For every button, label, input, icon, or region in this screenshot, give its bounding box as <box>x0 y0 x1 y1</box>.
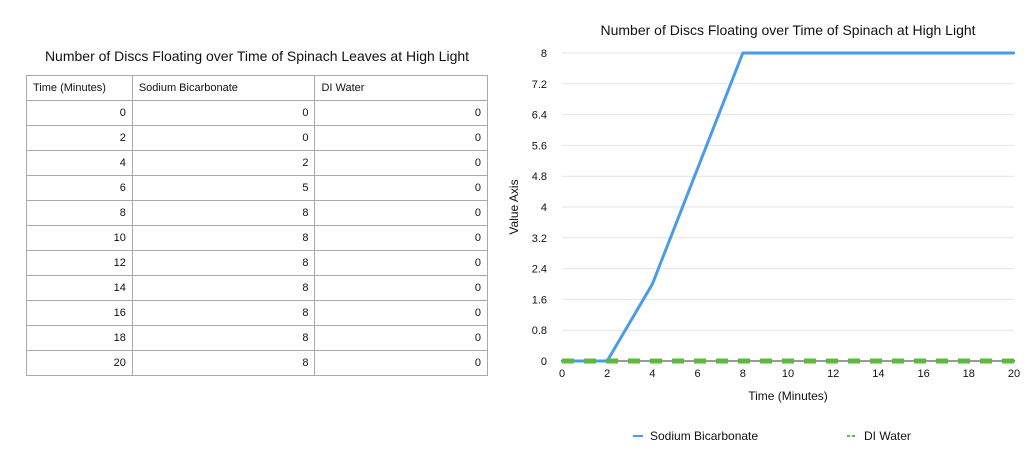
table-row: 20 8 0 <box>26 350 488 376</box>
y-tick-label: 0.8 <box>532 325 547 337</box>
table-cell: 5 <box>131 175 316 201</box>
table-cell: 16 <box>26 300 133 326</box>
data-point <box>786 359 790 363</box>
x-axis-label: Time (Minutes) <box>748 389 828 403</box>
x-tick-label: 18 <box>963 368 975 380</box>
table-cell: 8 <box>131 300 316 326</box>
table-row: 12 8 0 <box>26 250 488 276</box>
table-cell: 0 <box>131 100 316 126</box>
x-tick-label: 6 <box>695 368 701 380</box>
table-cell: 0 <box>314 300 488 326</box>
data-point <box>560 359 564 363</box>
table-cell: 0 <box>314 150 488 176</box>
table-cell: 0 <box>314 100 488 126</box>
data-point <box>922 51 925 55</box>
table-cell: 0 <box>314 275 488 301</box>
table-cell: 8 <box>131 200 316 226</box>
x-tick-label: 16 <box>917 368 929 380</box>
table-cell: 8 <box>131 225 316 251</box>
x-tick-label: 2 <box>604 368 610 380</box>
y-tick-label: 2.4 <box>532 264 547 276</box>
x-tick-label: 14 <box>872 368 884 380</box>
table-cell: 18 <box>26 325 133 351</box>
data-point <box>922 359 925 363</box>
table-cell: 12 <box>26 250 133 276</box>
table-cell: 0 <box>314 250 488 276</box>
table-row: 18 8 0 <box>26 325 488 351</box>
data-point <box>1012 359 1016 363</box>
table-cell: 0 <box>314 200 488 226</box>
table-cell: 6 <box>26 175 133 201</box>
table-cell: 0 <box>26 100 133 126</box>
table-cell: 14 <box>26 275 133 301</box>
x-tick-label: 4 <box>649 368 655 380</box>
data-point <box>696 359 699 363</box>
y-tick-label: 1.6 <box>532 294 547 306</box>
y-tick-label: 4 <box>541 202 547 214</box>
data-table: Time (Minutes) Sodium Bicarbonate DI Wat… <box>26 75 488 376</box>
y-axis-label: Value Axis <box>507 179 521 234</box>
data-point <box>967 51 970 55</box>
x-tick-label: 10 <box>782 368 794 380</box>
table-cell: 20 <box>26 350 133 376</box>
data-point <box>696 167 699 170</box>
table-cell: 0 <box>314 350 488 376</box>
x-tick-label: 0 <box>559 368 565 380</box>
data-point <box>877 51 880 55</box>
line-chart: Number of Discs Floating over Time of Sp… <box>507 22 1020 443</box>
legend-label: DI Water <box>864 429 911 443</box>
y-tick-label: 3.2 <box>532 233 547 245</box>
data-point <box>832 51 835 55</box>
table-row: 14 8 0 <box>26 275 488 301</box>
table-cell: 2 <box>131 150 316 176</box>
data-point <box>741 51 744 55</box>
x-tick-label: 12 <box>827 368 839 380</box>
y-tick-label: 8 <box>541 48 547 60</box>
table-row: 10 8 0 <box>26 225 488 251</box>
table-title: Number of Discs Floating over Time of Sp… <box>44 48 470 64</box>
legend-label: Sodium Bicarbonate <box>650 429 758 443</box>
chart-title: Number of Discs Floating over Time of Sp… <box>600 22 975 38</box>
table-cell: 0 <box>314 325 488 351</box>
y-tick-label: 4.8 <box>532 171 547 183</box>
x-tick-label: 20 <box>1008 368 1020 380</box>
table-cell: 8 <box>131 275 316 301</box>
table-header-row: Time (Minutes) Sodium Bicarbonate DI Wat… <box>26 75 488 101</box>
table-cell: 8 <box>26 200 133 226</box>
data-point <box>967 359 970 363</box>
table-header-sodium-bicarbonate: Sodium Bicarbonate <box>131 75 316 101</box>
data-point <box>1012 51 1016 55</box>
table-cell: 10 <box>26 225 133 251</box>
table-row: 16 8 0 <box>26 300 488 326</box>
table-cell: 0 <box>314 175 488 201</box>
data-point <box>741 359 744 363</box>
data-point <box>877 359 880 363</box>
table-cell: 8 <box>131 325 316 351</box>
y-tick-label: 6.4 <box>532 110 547 122</box>
table-cell: 8 <box>131 350 316 376</box>
y-tick-label: 5.6 <box>532 140 547 152</box>
x-tick-label: 8 <box>740 368 746 380</box>
data-point <box>786 51 790 55</box>
table-cell: 8 <box>131 250 316 276</box>
data-point <box>651 282 654 286</box>
table-cell: 0 <box>314 125 488 151</box>
table-cell: 0 <box>131 125 316 151</box>
y-tick-label: 7.2 <box>532 79 547 91</box>
y-tick-label: 0 <box>541 356 547 368</box>
data-point <box>832 359 835 363</box>
table-cell: 2 <box>26 125 133 151</box>
data-point <box>651 359 654 363</box>
data-point <box>606 359 609 363</box>
table-cell: 0 <box>314 225 488 251</box>
table-header-di-water: DI Water <box>314 75 488 101</box>
table-cell: 4 <box>26 150 133 176</box>
table-header-time: Time (Minutes) <box>26 75 133 101</box>
